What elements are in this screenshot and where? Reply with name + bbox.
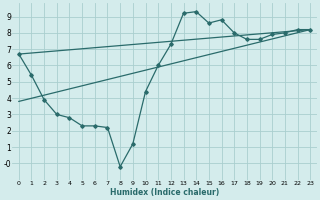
X-axis label: Humidex (Indice chaleur): Humidex (Indice chaleur)	[110, 188, 219, 197]
